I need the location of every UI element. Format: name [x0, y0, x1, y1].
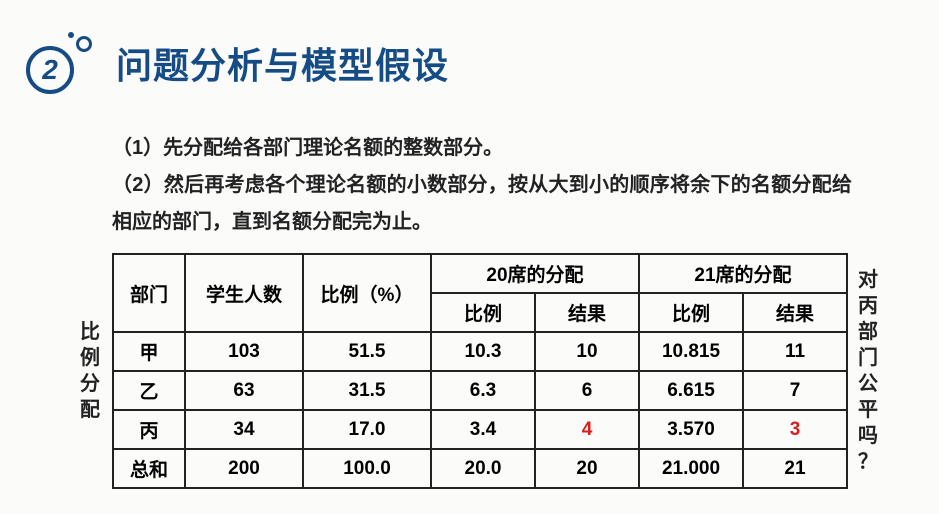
vlabel-left-char: 配 — [0, 397, 100, 423]
table-cell: 3 — [743, 410, 847, 449]
table-cell: 10.3 — [431, 332, 535, 371]
table-cell: 200 — [185, 449, 303, 488]
table-row: 丙3417.03.443.5703 — [113, 410, 847, 449]
table-cell: 21 — [743, 449, 847, 488]
vlabel-left-char: 例 — [0, 345, 100, 371]
table-cell: 甲 — [113, 332, 185, 371]
badge-circle: 2 — [26, 46, 74, 94]
table-cell: 6.3 — [431, 371, 535, 410]
th-dept: 部门 — [113, 254, 185, 332]
table-cell: 20 — [535, 449, 639, 488]
table-cell: 34 — [185, 410, 303, 449]
table-cell: 7 — [743, 371, 847, 410]
table-cell: 10.815 — [639, 332, 743, 371]
badge-decoration-dot — [68, 32, 74, 38]
table-cell: 20.0 — [431, 449, 535, 488]
vlabel-right-char: 门 — [858, 345, 878, 371]
vlabel-right-char: ？ — [858, 449, 878, 475]
table-cell: 3.4 — [431, 410, 535, 449]
table-cell: 10 — [535, 332, 639, 371]
vlabel-right-char: 平 — [858, 397, 878, 423]
table-cell: 31.5 — [303, 371, 431, 410]
table-cell: 11 — [743, 332, 847, 371]
table-cell: 3.570 — [639, 410, 743, 449]
paragraph-1: （1）先分配给各部门理论名额的整数部分。 — [112, 130, 852, 167]
table-header-row-1: 部门 学生人数 比例（%） 20席的分配 21席的分配 — [113, 254, 847, 293]
badge-number: 2 — [42, 54, 58, 86]
badge-decoration-ring — [76, 36, 92, 52]
vertical-label-right: 对 丙 部 门 公 平 吗 ？ — [858, 267, 878, 475]
table-cell: 6 — [535, 371, 639, 410]
vlabel-left-char: 分 — [0, 371, 100, 397]
th-alloc21: 21席的分配 — [639, 254, 847, 293]
table-row: 甲10351.510.31010.81511 — [113, 332, 847, 371]
allocation-table: 部门 学生人数 比例（%） 20席的分配 21席的分配 比例 结果 比例 结果 … — [112, 253, 848, 489]
table-cell: 17.0 — [303, 410, 431, 449]
vlabel-right-char: 对 — [858, 267, 878, 293]
th-sub-result-20: 结果 — [535, 293, 639, 332]
vertical-label-left: 比 例 分 配 — [0, 319, 112, 423]
th-alloc20: 20席的分配 — [431, 254, 639, 293]
paragraph-2: （2）然后再考虑各个理论名额的小数部分，按从大到小的顺序将余下的名额分配给相应的… — [112, 167, 852, 241]
table-cell: 51.5 — [303, 332, 431, 371]
th-sub-ratio-21: 比例 — [639, 293, 743, 332]
table-cell: 乙 — [113, 371, 185, 410]
th-pct: 比例（%） — [303, 254, 431, 332]
table-cell: 4 — [535, 410, 639, 449]
table-row: 乙6331.56.366.6157 — [113, 371, 847, 410]
th-sub-ratio-20: 比例 — [431, 293, 535, 332]
table-cell: 100.0 — [303, 449, 431, 488]
vlabel-right-char: 部 — [858, 319, 878, 345]
th-students: 学生人数 — [185, 254, 303, 332]
section-badge: 2 — [18, 28, 88, 98]
vlabel-right-char: 吗 — [858, 423, 878, 449]
table-cell: 103 — [185, 332, 303, 371]
description-block: （1）先分配给各部门理论名额的整数部分。 （2）然后再考虑各个理论名额的小数部分… — [112, 130, 852, 241]
table-cell: 21.000 — [639, 449, 743, 488]
vlabel-right-char: 丙 — [858, 293, 878, 319]
page-title: 问题分析与模型假设 — [116, 37, 449, 89]
th-sub-result-21: 结果 — [743, 293, 847, 332]
table-row: 总和200100.020.02021.00021 — [113, 449, 847, 488]
table-cell: 6.615 — [639, 371, 743, 410]
table-cell: 总和 — [113, 449, 185, 488]
vlabel-left-char: 比 — [0, 319, 100, 345]
table-cell: 丙 — [113, 410, 185, 449]
vlabel-right-char: 公 — [858, 371, 878, 397]
table-cell: 63 — [185, 371, 303, 410]
